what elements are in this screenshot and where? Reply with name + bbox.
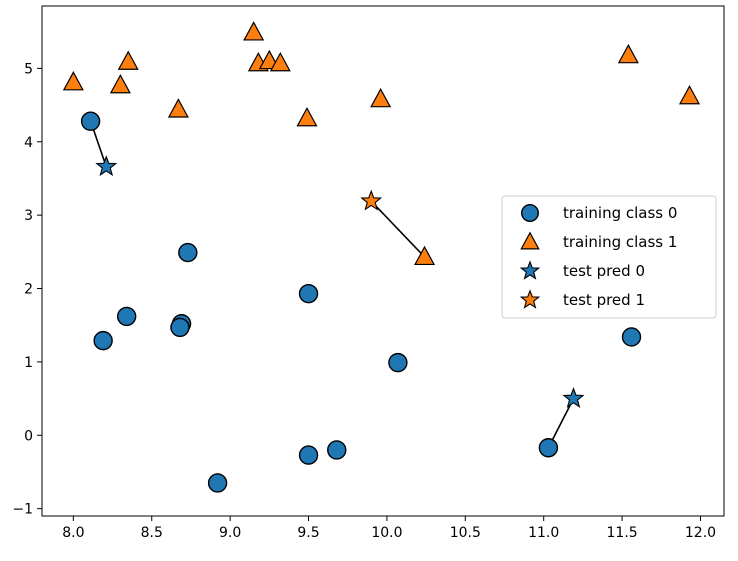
data-point-series-1 [370, 87, 392, 108]
data-point-series-1 [296, 107, 318, 127]
data-point-series-1 [243, 21, 265, 41]
data-point-series-3 [360, 189, 383, 211]
legend-label: training class 0 [563, 204, 677, 222]
data-point-series-1 [679, 85, 701, 105]
data-point-series-1 [617, 43, 639, 64]
y-tick-label: 5 [24, 61, 33, 77]
neighbor-line [370, 200, 426, 258]
x-tick-label: 11.0 [528, 525, 559, 541]
legend-marker-0 [521, 204, 539, 222]
legend: training class 0 training class 1 test pre… [501, 195, 717, 319]
data-point-series-1 [414, 245, 436, 266]
data-point-series-0 [178, 242, 198, 263]
x-tick-label: 10.0 [371, 525, 402, 541]
x-tick-label: 11.5 [607, 525, 638, 541]
data-point-series-1 [269, 51, 291, 72]
legend-marker-3 [519, 289, 541, 309]
neighbor-lines-layer [89, 120, 575, 449]
y-tick-label: 4 [24, 135, 33, 151]
legend-marker-1 [520, 231, 540, 250]
legend-box [501, 195, 717, 319]
legend-marker-2 [519, 260, 541, 280]
y-tick-label: 0 [24, 428, 33, 444]
x-tick-label: 12.0 [685, 525, 716, 541]
x-tick-label: 10.5 [450, 525, 481, 541]
data-point-series-0 [621, 327, 642, 347]
data-point-series-1 [62, 71, 84, 91]
plot-frame [41, 5, 725, 517]
data-point-series-0 [80, 111, 101, 131]
data-point-series-1 [167, 98, 189, 118]
points-layer [62, 21, 701, 493]
data-point-series-0 [93, 330, 113, 351]
x-tick-label: 9.5 [297, 525, 319, 541]
x-tick-label: 8.5 [141, 525, 163, 541]
data-point-series-2 [562, 387, 585, 408]
legend-label: training class 1 [563, 233, 677, 251]
x-tick-label: 8.0 [62, 525, 84, 541]
data-point-series-0 [538, 438, 559, 458]
axes-layer: 8.0 8.5 9.0 9.5 10.0 10.5 11.0 11.5 12.0 −1 0 1 2 3 4 5 [12, 5, 725, 541]
y-tick-label: 3 [24, 208, 33, 224]
data-point-series-0 [207, 473, 228, 493]
data-point-series-0 [388, 352, 408, 373]
y-tick-label: 2 [24, 282, 33, 298]
data-point-series-0 [298, 283, 319, 304]
legend-label: test pred 0 [563, 262, 645, 280]
y-tick-label: −1 [12, 502, 33, 518]
data-point-series-1 [117, 50, 139, 70]
data-point-series-1 [109, 73, 131, 94]
data-point-series-0 [327, 440, 347, 460]
y-tick-label: 1 [24, 355, 33, 371]
data-point-series-0 [116, 306, 137, 327]
legend-label: test pred 1 [563, 291, 645, 309]
x-tick-label: 9.0 [219, 525, 241, 541]
data-point-series-2 [95, 155, 118, 177]
data-point-series-0 [170, 317, 190, 338]
data-point-series-0 [298, 445, 319, 465]
